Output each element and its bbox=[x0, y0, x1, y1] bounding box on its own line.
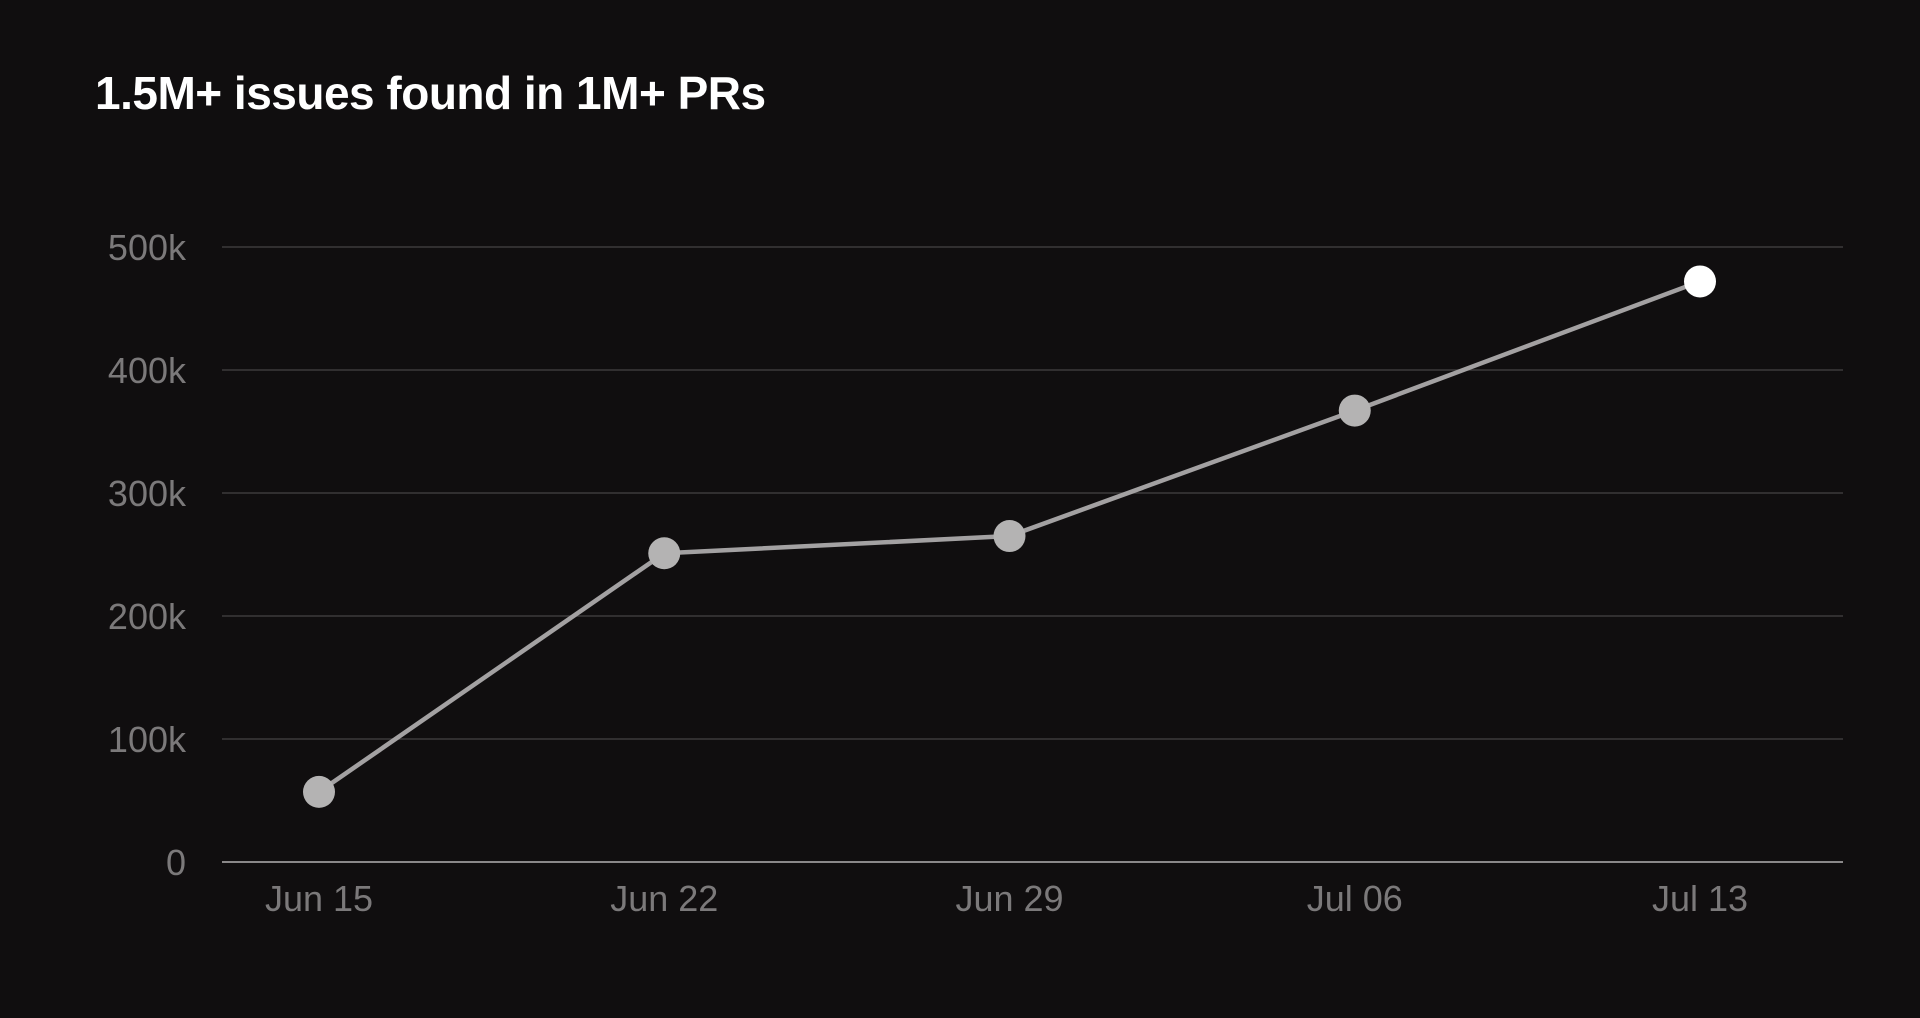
y-tick-label: 400k bbox=[108, 350, 187, 391]
y-tick-label: 300k bbox=[108, 473, 187, 514]
x-tick-label: Jun 22 bbox=[610, 878, 718, 919]
y-tick-label: 200k bbox=[108, 596, 187, 637]
data-point bbox=[993, 520, 1026, 553]
data-point bbox=[1338, 394, 1371, 427]
y-tick-label: 100k bbox=[108, 719, 187, 760]
data-point bbox=[303, 775, 335, 808]
x-tick-label: Jun 29 bbox=[955, 878, 1063, 919]
gridlines bbox=[222, 246, 1843, 863]
x-axis-tick-labels: Jun 15 Jun 22 Jun 29 Jul 06 Jul 13 bbox=[265, 878, 1748, 919]
data-point-latest bbox=[1684, 265, 1716, 298]
y-tick-label: 500k bbox=[108, 227, 187, 268]
chart-title: 1.5M+ issues found in 1M+ PRs bbox=[95, 67, 766, 119]
data-point bbox=[648, 537, 681, 570]
x-tick-label: Jul 06 bbox=[1307, 878, 1403, 919]
data-points bbox=[303, 265, 1716, 808]
x-tick-label: Jun 15 bbox=[265, 878, 373, 919]
x-tick-label: Jul 13 bbox=[1652, 878, 1748, 919]
y-tick-label: 0 bbox=[166, 842, 186, 883]
y-axis-tick-labels: 0 100k 200k 300k 400k 500k bbox=[108, 227, 187, 883]
